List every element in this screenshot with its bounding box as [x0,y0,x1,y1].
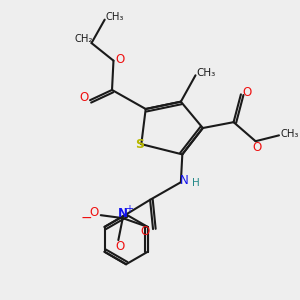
Text: O: O [90,206,99,219]
Text: −: − [80,211,92,224]
Text: H: H [192,178,200,188]
Text: CH₂: CH₂ [75,34,93,44]
Text: N: N [179,174,188,187]
Text: O: O [140,225,149,238]
Text: S: S [135,138,144,151]
Text: CH₃: CH₃ [196,68,215,78]
Text: O: O [79,92,88,104]
Text: O: O [252,141,262,154]
Text: CH₃: CH₃ [281,129,299,139]
Text: O: O [115,53,124,66]
Text: O: O [243,86,252,99]
Text: O: O [115,240,124,253]
Text: CH₃: CH₃ [106,12,124,22]
Text: +: + [124,204,133,214]
Text: N: N [118,207,128,220]
